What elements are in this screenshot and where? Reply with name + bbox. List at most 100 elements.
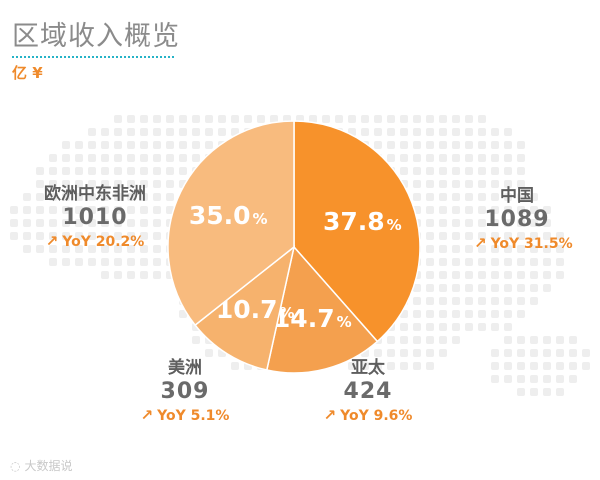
map-dot [49, 258, 57, 266]
pie-percent-label: 14.7% [273, 304, 352, 333]
map-dot [101, 154, 109, 162]
trend-up-icon: ↗ [140, 406, 154, 424]
map-dot [88, 167, 96, 175]
pie-percent-label: 37.8% [323, 207, 402, 236]
map-dot [504, 167, 512, 175]
map-dot [504, 271, 512, 279]
map-dot [88, 193, 96, 201]
map-dot [504, 323, 512, 331]
map-dot [452, 284, 460, 292]
map-dot [491, 128, 499, 136]
map-dot [543, 349, 551, 357]
map-dot [439, 180, 447, 188]
map-dot [465, 154, 473, 162]
map-dot [205, 349, 213, 357]
map-dot [504, 284, 512, 292]
map-dot [426, 258, 434, 266]
map-dot [426, 128, 434, 136]
map-dot [439, 297, 447, 305]
map-dot [426, 245, 434, 253]
map-dot [478, 310, 486, 318]
trend-up-icon: ↗ [323, 406, 337, 424]
pie-percent-label: 35.0% [189, 201, 268, 230]
map-dot [114, 271, 122, 279]
map-dot [218, 115, 226, 123]
map-dot [543, 388, 551, 396]
map-dot [400, 141, 408, 149]
map-dot [231, 115, 239, 123]
map-dot [114, 206, 122, 214]
map-dot [504, 128, 512, 136]
map-dot [88, 206, 96, 214]
map-dot [426, 167, 434, 175]
map-dot [426, 297, 434, 305]
map-dot [491, 245, 499, 253]
map-dot [400, 336, 408, 344]
map-dot [127, 245, 135, 253]
map-dot [465, 232, 473, 240]
map-dot [140, 154, 148, 162]
map-dot [517, 193, 525, 201]
map-dot [504, 180, 512, 188]
map-dot [478, 128, 486, 136]
map-dot [426, 349, 434, 357]
map-dot [127, 193, 135, 201]
map-dot [140, 258, 148, 266]
map-dot [452, 115, 460, 123]
region-label-emea: 欧洲中东非洲 1010 ↗ YoY 20.2% [20, 183, 170, 252]
map-dot [517, 362, 525, 370]
map-dot [114, 115, 122, 123]
map-dot [205, 128, 213, 136]
map-dot [426, 284, 434, 292]
map-dot [49, 180, 57, 188]
map-dot [62, 154, 70, 162]
region-yoy: ↗ YoY 5.1% [140, 406, 230, 424]
map-dot [88, 180, 96, 188]
map-dot [465, 297, 473, 305]
map-dot [478, 141, 486, 149]
map-dot [153, 128, 161, 136]
map-dot [23, 206, 31, 214]
map-dot [426, 193, 434, 201]
map-dot [465, 245, 473, 253]
map-dot [530, 362, 538, 370]
map-dot [426, 154, 434, 162]
map-dot [75, 180, 83, 188]
map-dot [140, 219, 148, 227]
map-dot [517, 180, 525, 188]
map-dot [478, 271, 486, 279]
region-name: 亚太 [351, 358, 385, 378]
pie-slice-0 [293, 120, 421, 343]
map-dot [166, 128, 174, 136]
map-dot [439, 258, 447, 266]
pie-slice-2 [194, 245, 296, 371]
map-dot [465, 180, 473, 188]
map-dot [49, 219, 57, 227]
map-dot [439, 219, 447, 227]
map-dot [465, 193, 473, 201]
map-dot [452, 180, 460, 188]
region-yoy: ↗ YoY 9.6% [323, 406, 413, 424]
map-dot [218, 128, 226, 136]
map-dot [491, 219, 499, 227]
map-dot [569, 375, 577, 383]
map-dot [413, 154, 421, 162]
map-dot [426, 271, 434, 279]
map-dot [569, 349, 577, 357]
map-dot [101, 206, 109, 214]
map-dot [491, 258, 499, 266]
map-dot [140, 115, 148, 123]
map-dot [387, 362, 395, 370]
map-dot [530, 284, 538, 292]
map-dot [491, 193, 499, 201]
map-dot [114, 258, 122, 266]
map-dot [257, 115, 265, 123]
map-dot [166, 141, 174, 149]
map-dot [439, 167, 447, 175]
map-dot [426, 180, 434, 188]
map-dot [504, 219, 512, 227]
map-dot [114, 141, 122, 149]
map-dot [478, 297, 486, 305]
map-dot [452, 245, 460, 253]
